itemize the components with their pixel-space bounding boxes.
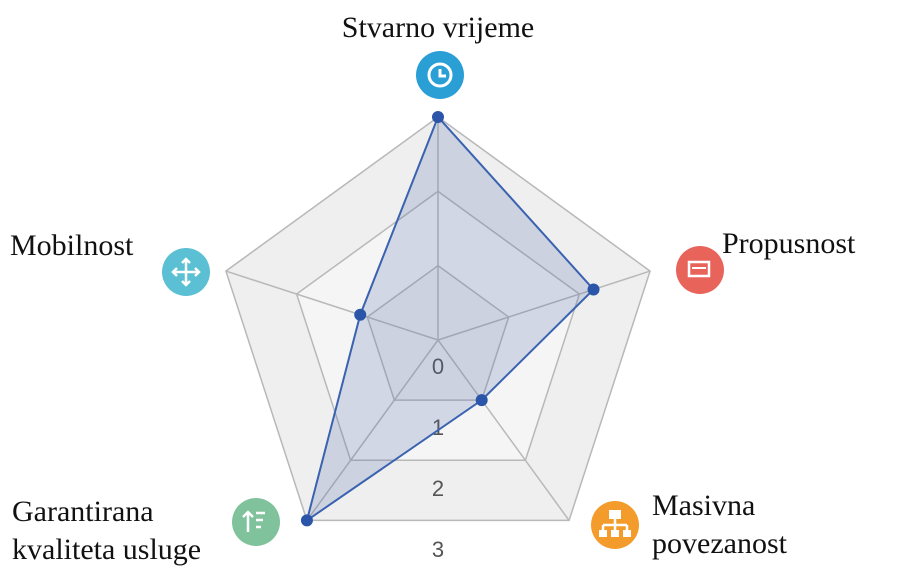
category-label: Propusnost	[722, 227, 856, 260]
data-point	[300, 514, 313, 527]
tick-label: 0	[432, 354, 444, 379]
data-point	[587, 283, 600, 296]
tick-label: 2	[432, 476, 444, 501]
icon-qos	[232, 498, 280, 546]
category-label: Stvarno vrijeme	[342, 11, 534, 44]
category-label: Masivna	[652, 489, 755, 522]
category-label: povezanost	[652, 527, 788, 560]
icon-mobility	[162, 248, 210, 296]
category-label: Garantirana	[12, 495, 154, 528]
icons	[162, 51, 724, 549]
data-area	[305, 115, 595, 523]
marks	[300, 111, 600, 527]
data-point	[432, 111, 444, 123]
spoke	[437, 270, 651, 341]
tick-label: 3	[432, 537, 444, 562]
icon-realtime	[416, 51, 464, 99]
category-label: Mobilnost	[10, 229, 134, 262]
data-point	[354, 308, 367, 321]
tick-label: 1	[432, 415, 444, 440]
spoke	[225, 270, 439, 341]
icon-connectivity	[591, 501, 639, 549]
spoke	[306, 339, 439, 521]
icon-throughput	[676, 246, 724, 294]
labels: Stvarno vrijeme Propusnost Masivna povezano…	[10, 11, 856, 566]
category-label: kvaliteta usluge	[12, 533, 201, 566]
grid: 0 1 2 3	[225, 116, 651, 562]
data-point	[475, 394, 488, 407]
spoke	[437, 339, 570, 521]
